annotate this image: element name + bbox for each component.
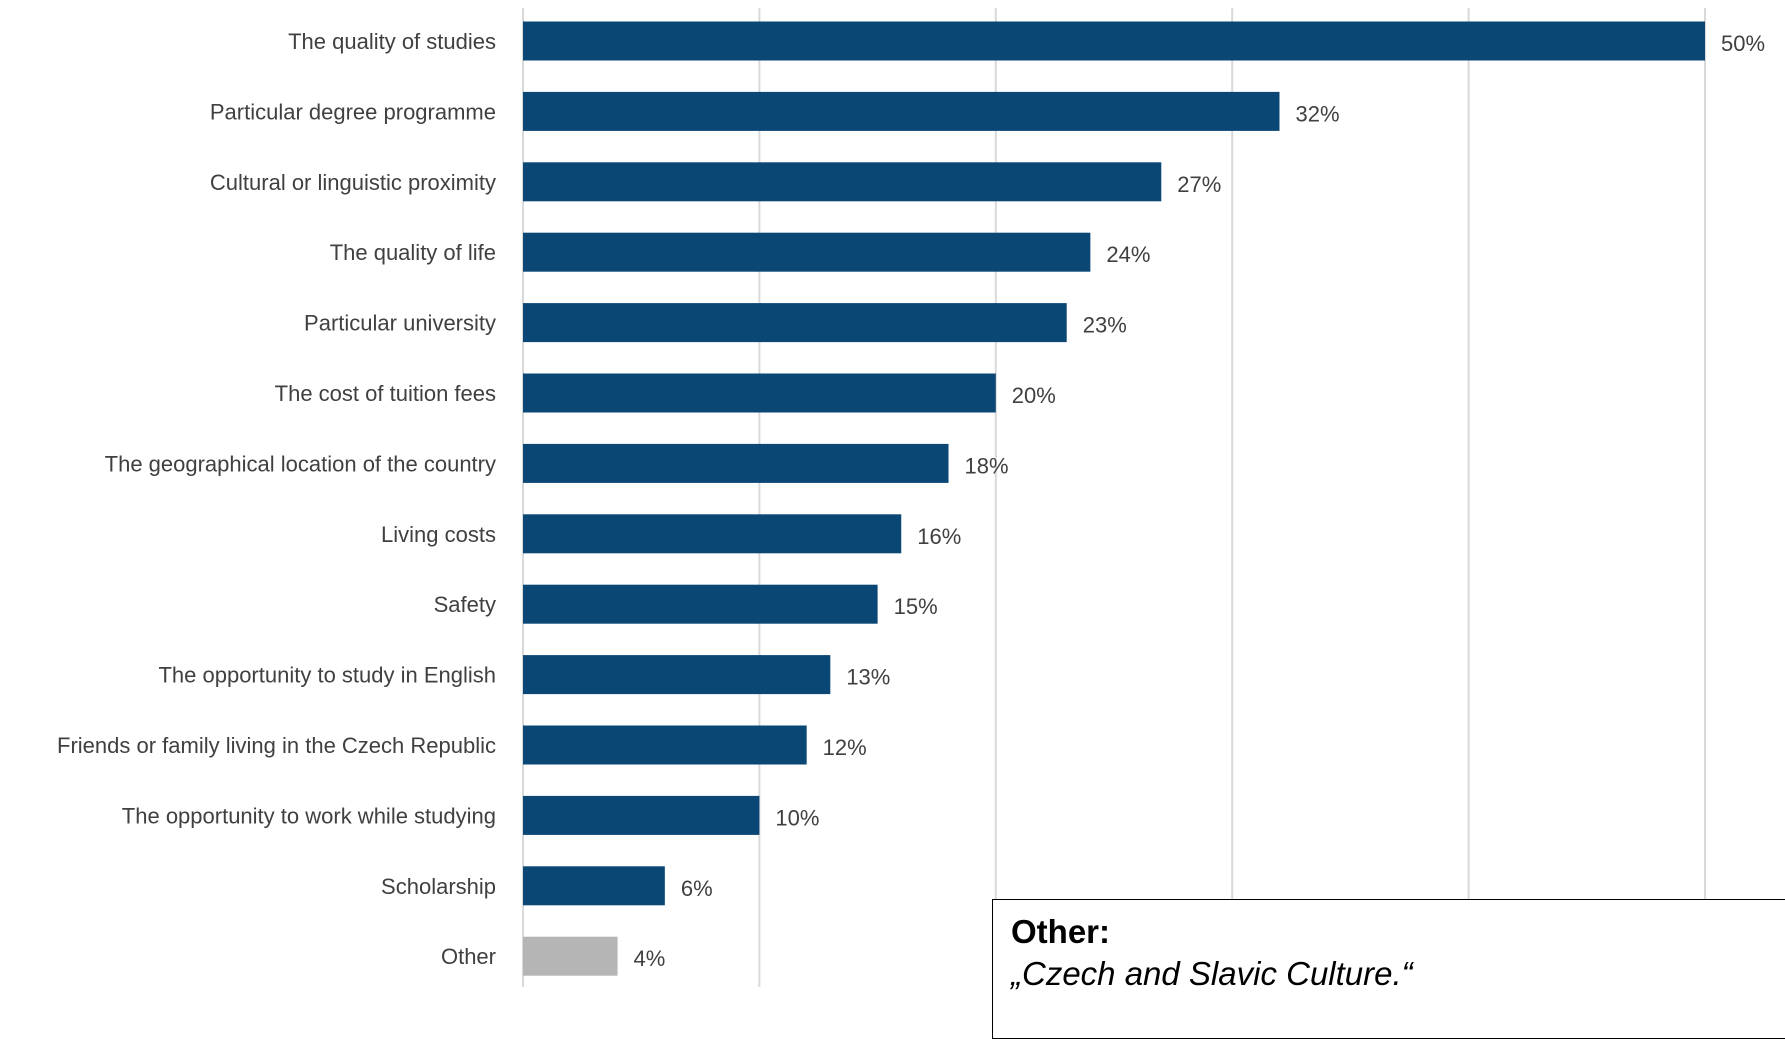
value-label-3: 24%: [1106, 242, 1150, 267]
bar-0: [523, 21, 1705, 61]
value-label-2: 27%: [1177, 172, 1221, 197]
value-label-9: 13%: [846, 665, 890, 690]
category-label-4: Particular university: [304, 311, 496, 336]
bar-2: [523, 162, 1162, 202]
bar-13: [523, 936, 618, 976]
bar-1: [523, 91, 1280, 131]
category-label-0: The quality of studies: [288, 29, 496, 54]
category-label-2: Cultural or linguistic proximity: [210, 170, 496, 195]
other-annotation-box: Other: „Czech and Slavic Culture.“: [992, 899, 1785, 1039]
category-label-12: Scholarship: [381, 874, 496, 899]
bar-6: [523, 443, 949, 483]
value-label-7: 16%: [917, 524, 961, 549]
category-label-6: The geographical location of the country: [105, 451, 496, 476]
bar-10: [523, 725, 807, 765]
value-labels: 50% 32% 27% 24% 23% 20% 18% 16% 15% 13% 12% 10% 6% 4%: [634, 31, 1765, 971]
category-labels: The quality of studies Particular degree …: [57, 29, 496, 969]
bar-12: [523, 866, 665, 906]
category-label-8: Safety: [434, 592, 496, 617]
value-label-13: 4%: [634, 946, 666, 971]
bar-chart: The quality of studies Particular degree …: [57, 8, 1765, 987]
annotation-text: „Czech and Slavic Culture.“: [1011, 955, 1413, 992]
bars: [523, 21, 1705, 976]
category-label-9: The opportunity to study in English: [158, 663, 496, 688]
category-label-13: Other: [441, 944, 496, 969]
bar-3: [523, 232, 1091, 272]
value-label-4: 23%: [1083, 313, 1127, 338]
bar-4: [523, 303, 1067, 343]
value-label-8: 15%: [894, 594, 938, 619]
grid-lines: [522, 8, 1706, 987]
bar-8: [523, 584, 878, 624]
value-label-10: 12%: [823, 735, 867, 760]
bar-7: [523, 514, 902, 554]
bar-5: [523, 373, 996, 413]
category-label-5: The cost of tuition fees: [275, 381, 496, 406]
category-label-1: Particular degree programme: [210, 99, 496, 124]
category-label-7: Living costs: [381, 522, 496, 547]
category-label-10: Friends or family living in the Czech Re…: [57, 733, 496, 758]
value-label-12: 6%: [681, 876, 713, 901]
category-label-3: The quality of life: [330, 240, 496, 265]
value-label-5: 20%: [1012, 383, 1056, 408]
value-label-0: 50%: [1721, 31, 1765, 56]
value-label-11: 10%: [775, 805, 819, 830]
value-label-6: 18%: [965, 453, 1009, 478]
bar-11: [523, 795, 760, 835]
bar-9: [523, 655, 831, 695]
annotation-title: Other:: [1011, 913, 1110, 950]
value-label-1: 32%: [1295, 101, 1339, 126]
category-label-11: The opportunity to work while studying: [122, 803, 496, 828]
